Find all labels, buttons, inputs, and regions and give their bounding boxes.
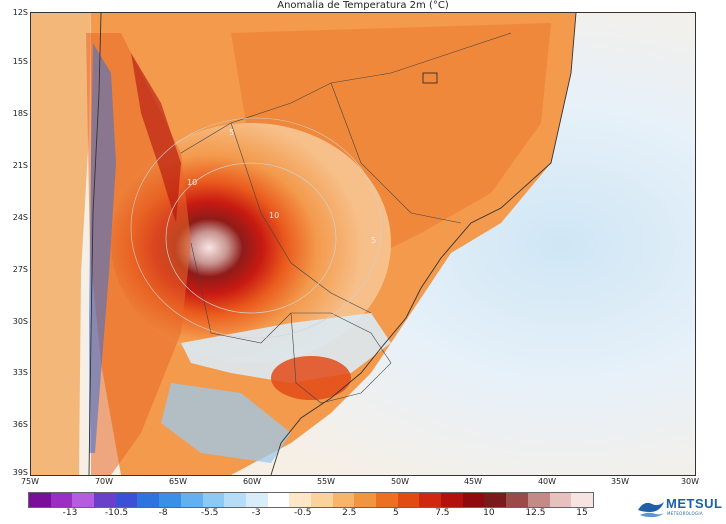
longitude-label: 35W — [610, 477, 630, 486]
map-canvas: 10 10 5 5 — [31, 13, 695, 475]
latitude-label: 24S — [12, 213, 28, 222]
colorbar-cell — [245, 493, 268, 507]
colorbar-cell — [310, 493, 333, 507]
colorbar-cell — [180, 493, 203, 507]
colorbar-cell — [506, 493, 528, 507]
colorbar-cell — [484, 493, 507, 507]
colorbar-cell — [289, 493, 311, 507]
colorbar-cell — [462, 493, 485, 507]
state-border-3 — [330, 82, 462, 224]
colorbar-tick-label: -3 — [251, 508, 261, 518]
colorbar-cell — [397, 493, 420, 507]
colorbar-cell — [441, 493, 463, 507]
longitude-label: 65W — [168, 477, 188, 486]
atlantic-coastline — [270, 13, 577, 475]
metsul-logo: METSUL METEOROLOGIA — [636, 494, 724, 520]
colorbar-cell — [267, 493, 290, 507]
paraguay-border — [190, 242, 292, 344]
colorbar-cell — [202, 493, 225, 507]
colorbar-tick-label: -5.5 — [200, 508, 219, 518]
contour-label: 10 — [187, 178, 197, 187]
colorbar-tick-label: -0.5 — [293, 508, 312, 518]
colorbar-cell — [50, 493, 73, 507]
colorbar-tick-label: 5 — [392, 508, 399, 518]
longitude-label: 40W — [537, 477, 557, 486]
contour-5 — [130, 117, 382, 339]
region-box — [422, 72, 438, 84]
logo-name: METSUL — [666, 496, 723, 511]
latitude-label: 15S — [12, 57, 28, 66]
colorbar-cell — [549, 493, 572, 507]
logo-tagline: METEOROLOGIA — [667, 511, 703, 516]
longitude-label: 45W — [463, 477, 483, 486]
logo-wave-icon — [638, 502, 664, 518]
longitude-label: 70W — [94, 477, 114, 486]
argentina-cool-patch — [161, 383, 291, 463]
longitude-label: 60W — [242, 477, 262, 486]
colorbar-cell — [332, 493, 355, 507]
colorbar-cell — [94, 493, 116, 507]
latitude-label: 39S — [12, 468, 28, 477]
temperature-anomaly-map: 10 10 5 5 — [30, 12, 696, 476]
uruguay-border — [290, 312, 392, 404]
colorbar-tick-label: 10 — [483, 508, 495, 518]
colorbar-cell — [137, 493, 160, 507]
longitude-label: 75W — [20, 477, 40, 486]
longitude-label: 30W — [680, 477, 700, 486]
latitude-label: 30S — [12, 317, 28, 326]
colorbar-tick-label: 2.5 — [342, 508, 357, 518]
colorbar-tick-label: 12.5 — [525, 508, 546, 518]
colorbar-tick-label: 7.5 — [435, 508, 450, 518]
latitude-label: 18S — [12, 109, 28, 118]
longitude-label: 55W — [316, 477, 336, 486]
andes-hot-band — [131, 53, 181, 223]
colorbar-cell — [159, 493, 181, 507]
contour-label: 5 — [229, 128, 234, 137]
pacific-coastline — [88, 13, 102, 475]
latitude-label: 27S — [12, 265, 28, 274]
colorbar-cell — [527, 493, 550, 507]
colorbar-cell — [224, 493, 246, 507]
andes-cold-band — [89, 43, 116, 453]
colorbar-cell — [419, 493, 442, 507]
colorbar-tick-label: -8 — [158, 508, 168, 518]
colorbar-tick-label: -10.5 — [104, 508, 129, 518]
latitude-label: 21S — [12, 161, 28, 170]
uruguay-warm-spot — [271, 356, 351, 400]
pacific-anomaly — [31, 13, 91, 475]
colorbar-cell — [354, 493, 376, 507]
colorbar-tick-label: 15 — [576, 508, 588, 518]
contour-label: 10 — [269, 211, 279, 220]
contour-label: 5 — [371, 236, 376, 245]
state-border-2 — [230, 122, 372, 314]
map-title: Anomalia de Temperatura 2m (°C) — [277, 0, 449, 11]
latitude-label: 12S — [12, 8, 28, 17]
colorbar-tick-label: -13 — [62, 508, 78, 518]
colorbar — [28, 492, 594, 508]
contour-10 — [165, 162, 337, 314]
colorbar-cell — [29, 493, 51, 507]
colorbar-cell — [72, 493, 95, 507]
colorbar-cell — [571, 493, 593, 507]
longitude-label: 50W — [390, 477, 410, 486]
colorbar-cell — [376, 493, 398, 507]
latitude-label: 33S — [12, 368, 28, 377]
latitude-label: 36S — [12, 420, 28, 429]
colorbar-cell — [115, 493, 138, 507]
